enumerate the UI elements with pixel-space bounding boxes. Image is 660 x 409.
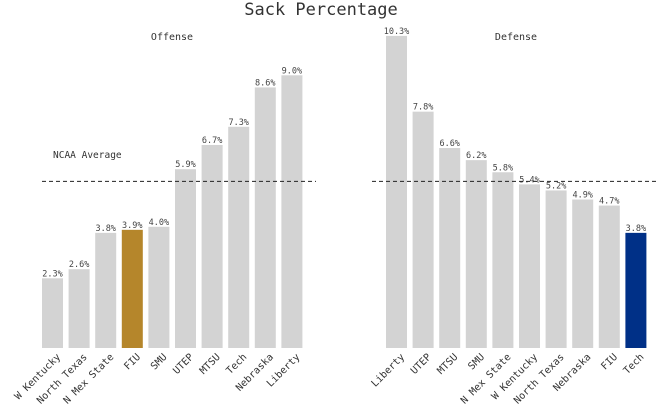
offense-value-label-mtsu: 6.7% (202, 136, 222, 146)
offense-value-label-liberty: 9.0% (282, 66, 302, 76)
offense-bar-fiu (121, 229, 143, 348)
offense-bar-nebraska (254, 87, 276, 349)
offense-value-label-utep: 5.9% (175, 160, 195, 170)
offense-value-label-nebraska: 8.6% (255, 78, 275, 88)
offense-bar-smu (148, 226, 170, 348)
defense-bars: 10.3%Liberty7.8%UTEP6.6%MTSU6.2%SMU5.8%N… (370, 27, 647, 407)
offense-bar-w-kentucky (42, 278, 63, 348)
offense-tick-label-fiu: FIU (122, 352, 143, 373)
chart-title: Sack Percentage (244, 0, 398, 20)
defense-bar-nebraska (572, 199, 594, 348)
defense-bar-mtsu (439, 148, 461, 348)
offense-bar-north-texas (68, 269, 90, 348)
defense-bar-liberty (386, 35, 407, 348)
offense-bar-liberty (281, 75, 303, 349)
defense-value-label-fiu: 4.7% (599, 197, 619, 207)
defense-value-label-n-mex-state: 5.8% (493, 163, 513, 173)
defense-panel: Defense 10.3% Liberty 7.8% UTEP 6.6% MTSU 6.2%… (370, 27, 658, 407)
defense-bar-smu (465, 160, 487, 348)
offense-value-label-w-kentucky: 2.3% (42, 269, 62, 279)
offense-tick-label-utep: UTEP (171, 352, 196, 377)
defense-subtitle: Defense (495, 32, 537, 43)
offense-bar-tech (228, 126, 250, 348)
offense-subtitle: Offense (151, 32, 193, 43)
defense-value-label-north-texas: 5.2% (546, 181, 566, 191)
offense-tick-label-tech: Tech (225, 352, 250, 377)
defense-bar-n-mex-state (492, 172, 514, 348)
offense-tick-label-mtsu: MTSU (198, 352, 223, 377)
defense-value-label-tech: 3.8% (626, 224, 646, 234)
defense-tick-label-tech: Tech (622, 352, 647, 377)
defense-value-label-utep: 7.8% (413, 103, 433, 113)
offense-value-label-smu: 4.0% (149, 218, 169, 228)
offense-value-label-n-mex-state: 3.8% (95, 224, 115, 234)
defense-bar-utep (412, 111, 434, 348)
defense-tick-label-smu: SMU (466, 352, 487, 373)
defense-tick-label-utep: UTEP (409, 352, 434, 377)
offense-tick-label-smu: SMU (149, 352, 170, 373)
defense-tick-label-liberty: Liberty (370, 352, 408, 390)
defense-bar-w-kentucky (519, 184, 540, 348)
defense-tick-label-mtsu: MTSU (436, 352, 461, 377)
offense-value-label-tech: 7.3% (228, 118, 248, 128)
defense-value-label-liberty: 10.3% (384, 27, 410, 37)
defense-bar-tech (625, 232, 647, 348)
offense-bar-mtsu (201, 144, 223, 348)
offense-bar-utep (175, 169, 196, 348)
defense-bar-fiu (598, 205, 620, 348)
defense-value-label-smu: 6.2% (466, 151, 486, 161)
defense-value-label-w-kentucky: 5.4% (519, 175, 539, 185)
average-label: NCAA Average (53, 150, 122, 161)
defense-value-label-nebraska: 4.9% (572, 191, 592, 201)
defense-value-label-mtsu: 6.6% (439, 139, 459, 149)
defense-tick-label-fiu: FIU (599, 352, 620, 373)
offense-value-label-north-texas: 2.6% (69, 260, 89, 270)
offense-value-label-fiu: 3.9% (122, 221, 142, 231)
defense-bar-north-texas (545, 190, 567, 348)
offense-bar-n-mex-state (95, 232, 117, 348)
